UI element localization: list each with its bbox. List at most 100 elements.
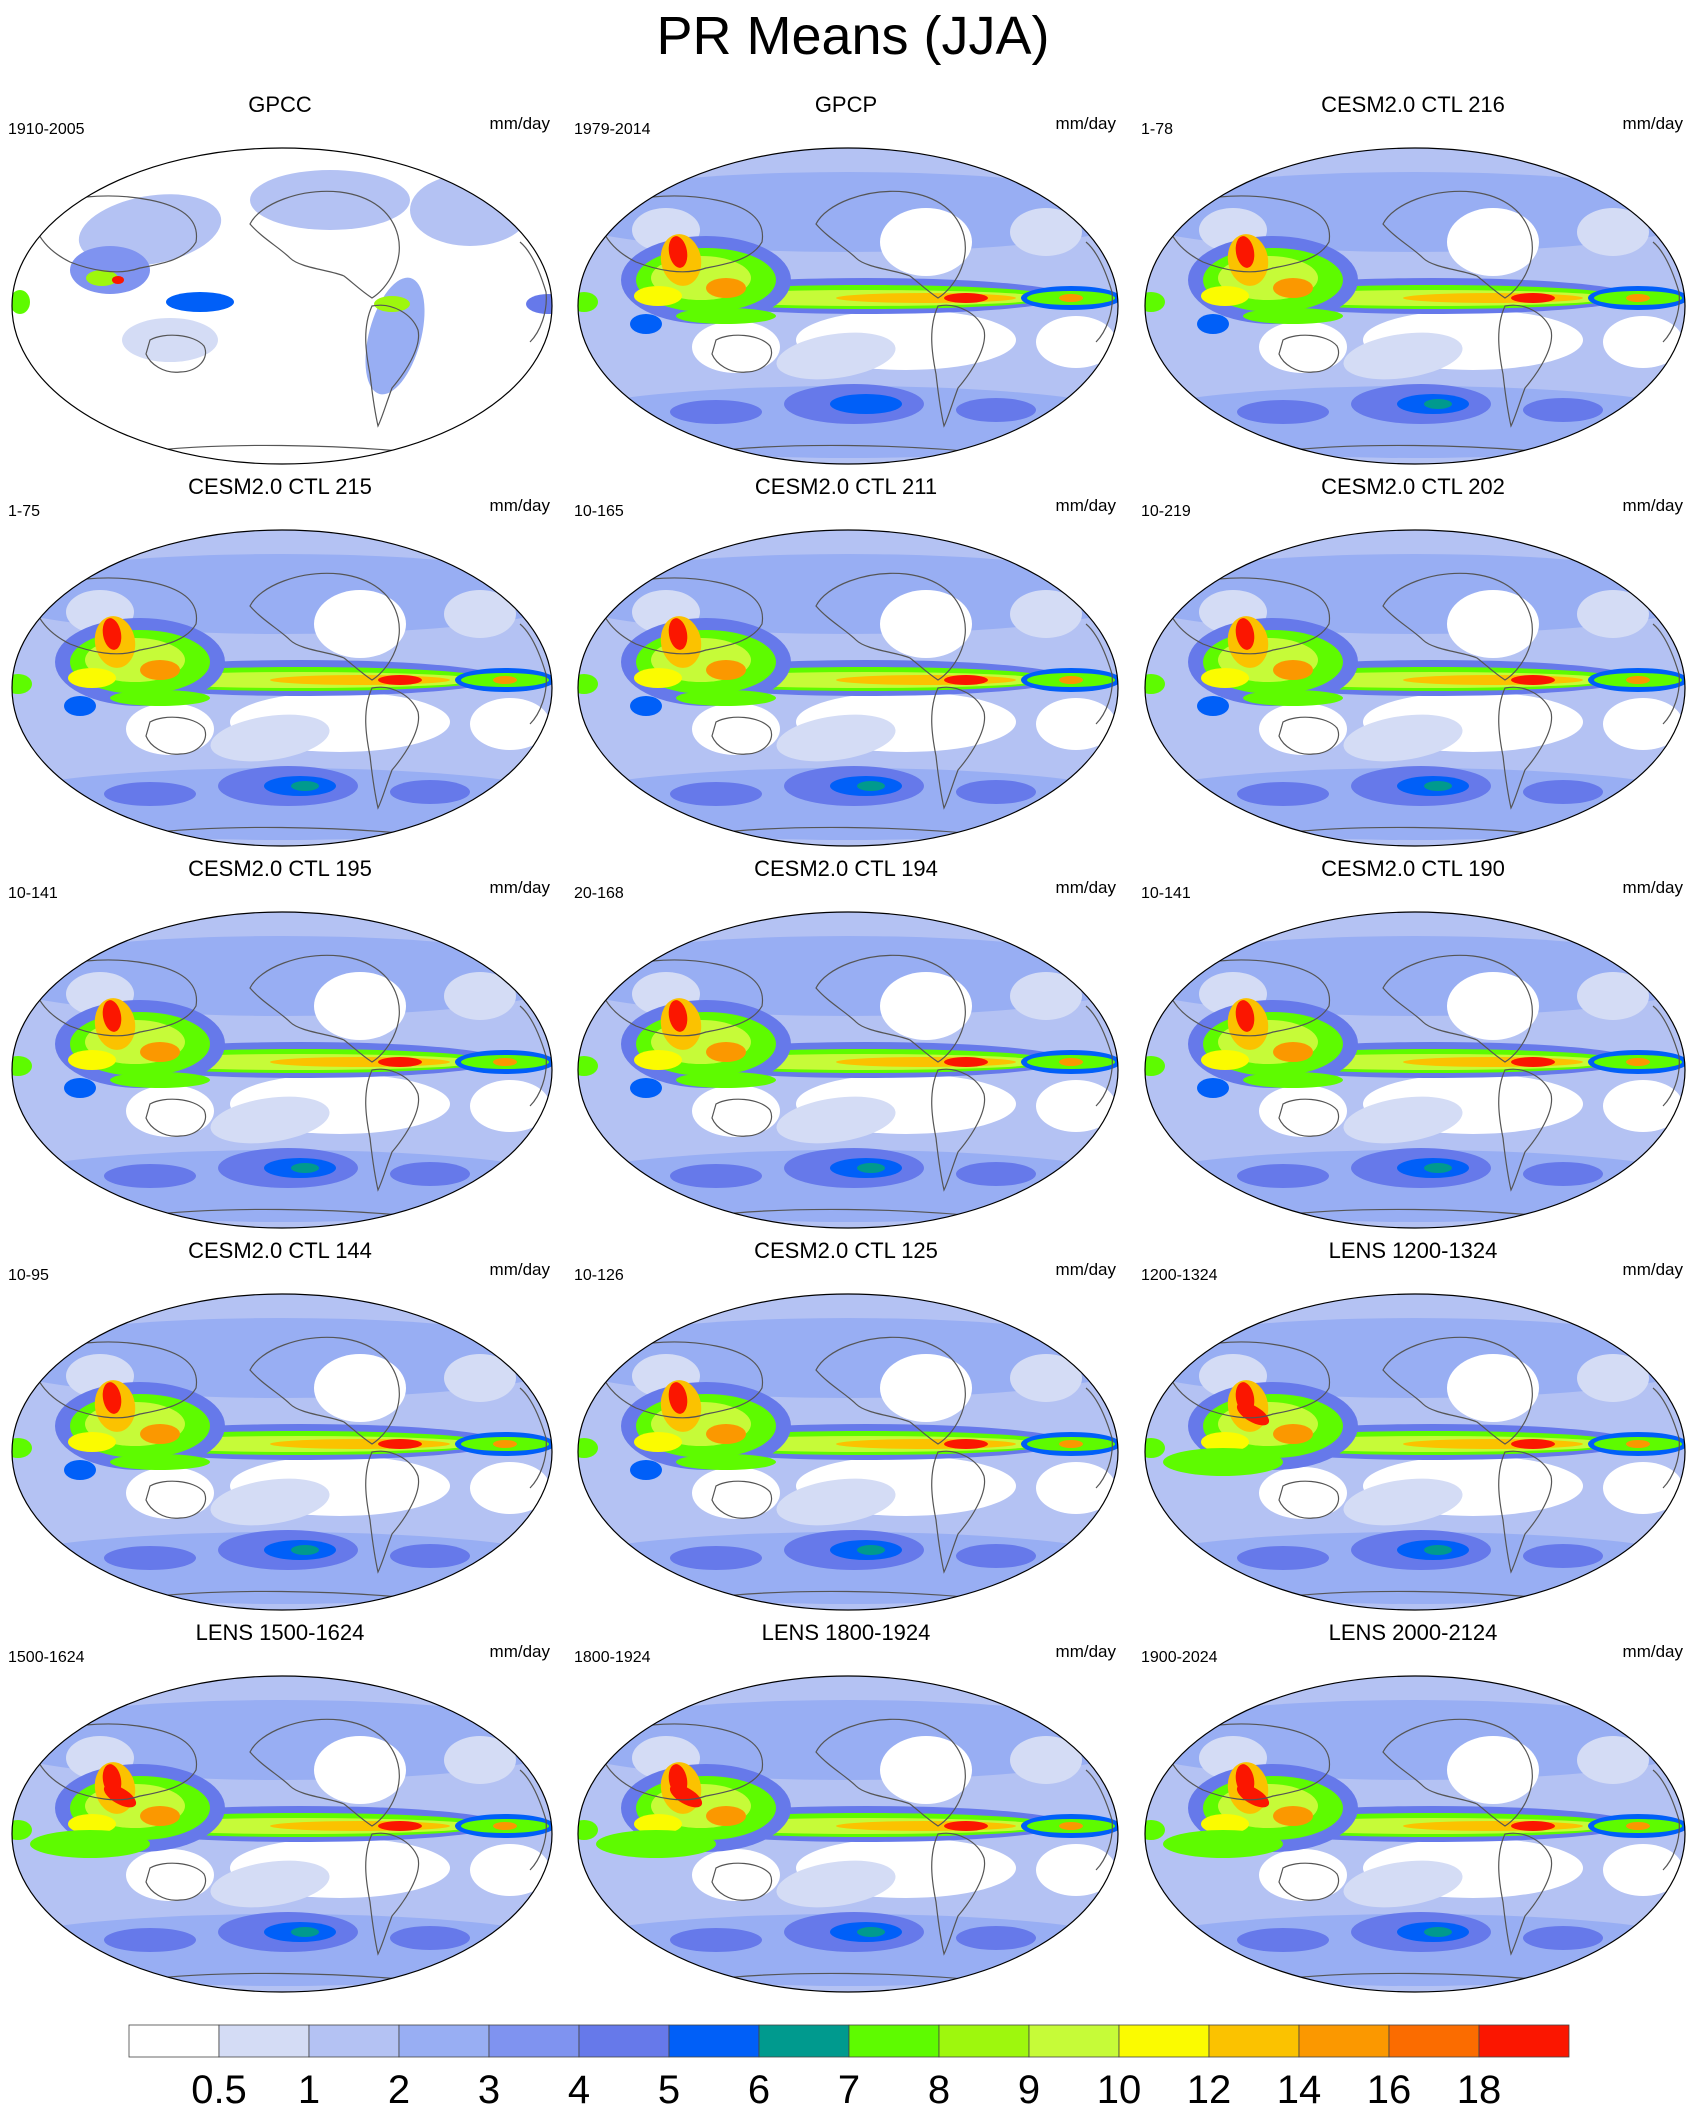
land-outline — [1382, 1336, 1533, 1445]
precip-contour — [956, 1162, 1036, 1186]
precip-contour — [68, 1050, 116, 1070]
panel-title: LENS 1500-1624 — [195, 1620, 365, 1645]
precip-contour — [706, 1424, 746, 1444]
precip-contour — [12, 290, 30, 314]
precip-contour — [1511, 1057, 1555, 1067]
land-outline — [1498, 304, 1553, 428]
precip-contour — [1059, 1058, 1083, 1066]
precip-contour — [1577, 972, 1649, 1020]
precip-contour — [64, 1078, 96, 1098]
precip-contour — [1343, 1096, 1463, 1144]
land-outline — [1162, 1341, 1331, 1419]
land-outline — [595, 577, 764, 655]
colorbar-tick-label: 18 — [1456, 2068, 1502, 2112]
land-outline — [365, 1832, 420, 1956]
precip-contour — [1273, 1424, 1313, 1444]
precip-contour — [104, 1928, 196, 1952]
precip-contour — [880, 1354, 972, 1422]
precip-contour — [68, 1432, 116, 1452]
map-border — [577, 147, 1119, 465]
land-outline — [1652, 623, 1680, 725]
colorbar-tick-label: 4 — [567, 2068, 591, 2112]
colorbar-swatch — [758, 2024, 850, 2058]
precip-contour — [1273, 278, 1313, 298]
precip-contour — [670, 1546, 762, 1570]
precip-contour — [314, 590, 406, 658]
precip-contour — [1577, 590, 1649, 638]
map-border — [577, 911, 1119, 1229]
precip-contour — [1343, 714, 1463, 762]
precip-contour — [470, 698, 550, 750]
precip-contour — [630, 314, 662, 334]
precip-contour — [1424, 781, 1452, 791]
colorbar-tick-label: 7 — [837, 2068, 861, 2112]
map-border — [1144, 1675, 1686, 1993]
precip-contour — [1343, 332, 1463, 380]
panel-units: mm/day — [1055, 878, 1116, 897]
land-outline — [145, 1098, 207, 1137]
land-outline — [711, 1480, 773, 1519]
precip-contour — [1036, 1080, 1116, 1132]
precip-contour — [880, 590, 972, 658]
precip-contour — [578, 1820, 598, 1840]
land-outline — [29, 577, 198, 655]
precip-contour — [776, 1096, 896, 1144]
panel-units: mm/day — [489, 1260, 550, 1279]
precip-contour — [470, 1080, 550, 1132]
map-panel: CESM2.0 CTL 202 10-219 mm/day — [1133, 474, 1693, 854]
precip-contour — [140, 1806, 180, 1826]
map-panel: LENS 1500-1624 1500-1624 mm/day — [0, 1620, 560, 2000]
map-border — [11, 147, 553, 465]
map-plot — [11, 147, 553, 465]
land-outline — [365, 686, 420, 810]
precip-contour — [578, 292, 598, 312]
panel-period: 10-95 — [8, 1267, 49, 1284]
precip-contour — [444, 590, 516, 638]
precip-contour — [1145, 1056, 1165, 1076]
land-outline — [29, 1723, 198, 1801]
land-outline — [1162, 959, 1331, 1037]
panel-units: mm/day — [1622, 878, 1683, 897]
map-border — [11, 529, 553, 847]
precip-contour — [676, 690, 776, 706]
panel-units: mm/day — [1055, 114, 1116, 133]
precip-contour — [1523, 1162, 1603, 1186]
panel-period: 1800-1924 — [574, 1649, 651, 1666]
map-border — [577, 1675, 1119, 1993]
land-outline — [595, 195, 764, 273]
panel-period: 10-219 — [1141, 503, 1191, 520]
precip-contour — [1403, 675, 1583, 685]
land-outline — [365, 304, 420, 428]
land-outline — [711, 716, 773, 755]
map-panel: CESM2.0 CTL 215 1-75 mm/day — [0, 474, 560, 854]
panel-units: mm/day — [1622, 114, 1683, 133]
precip-contour — [1447, 1354, 1539, 1422]
precip-contour — [692, 321, 780, 373]
land-outline — [145, 1862, 207, 1901]
panel-title: GPCP — [814, 92, 878, 117]
precip-contour — [166, 292, 234, 312]
precip-contour — [110, 1072, 210, 1088]
precip-contour — [1626, 1822, 1650, 1830]
precip-contour — [1010, 1354, 1082, 1402]
precip-contour — [1523, 398, 1603, 422]
precip-contour — [1603, 1462, 1683, 1514]
colorbar-tick-label: 2 — [387, 2068, 411, 2112]
panel-units: mm/day — [1622, 496, 1683, 515]
land-outline — [29, 1341, 198, 1419]
land-outline — [815, 190, 966, 299]
precip-contour — [1343, 1860, 1463, 1908]
precip-contour — [1626, 676, 1650, 684]
map-plot — [1144, 911, 1686, 1229]
land-outline — [595, 1341, 764, 1419]
map-plot — [577, 1293, 1119, 1611]
precip-contour — [668, 236, 688, 268]
land-outline — [519, 1005, 547, 1107]
precip-contour — [1197, 1078, 1229, 1098]
panel-units: mm/day — [1622, 1260, 1683, 1279]
map-panel: CESM2.0 CTL 194 20-168 mm/day — [566, 856, 1126, 1236]
map-panel: CESM2.0 CTL 195 10-141 mm/day — [0, 856, 560, 1236]
precip-contour — [314, 1736, 406, 1804]
precip-contour — [668, 618, 688, 650]
colorbar-swatch — [218, 2024, 310, 2058]
